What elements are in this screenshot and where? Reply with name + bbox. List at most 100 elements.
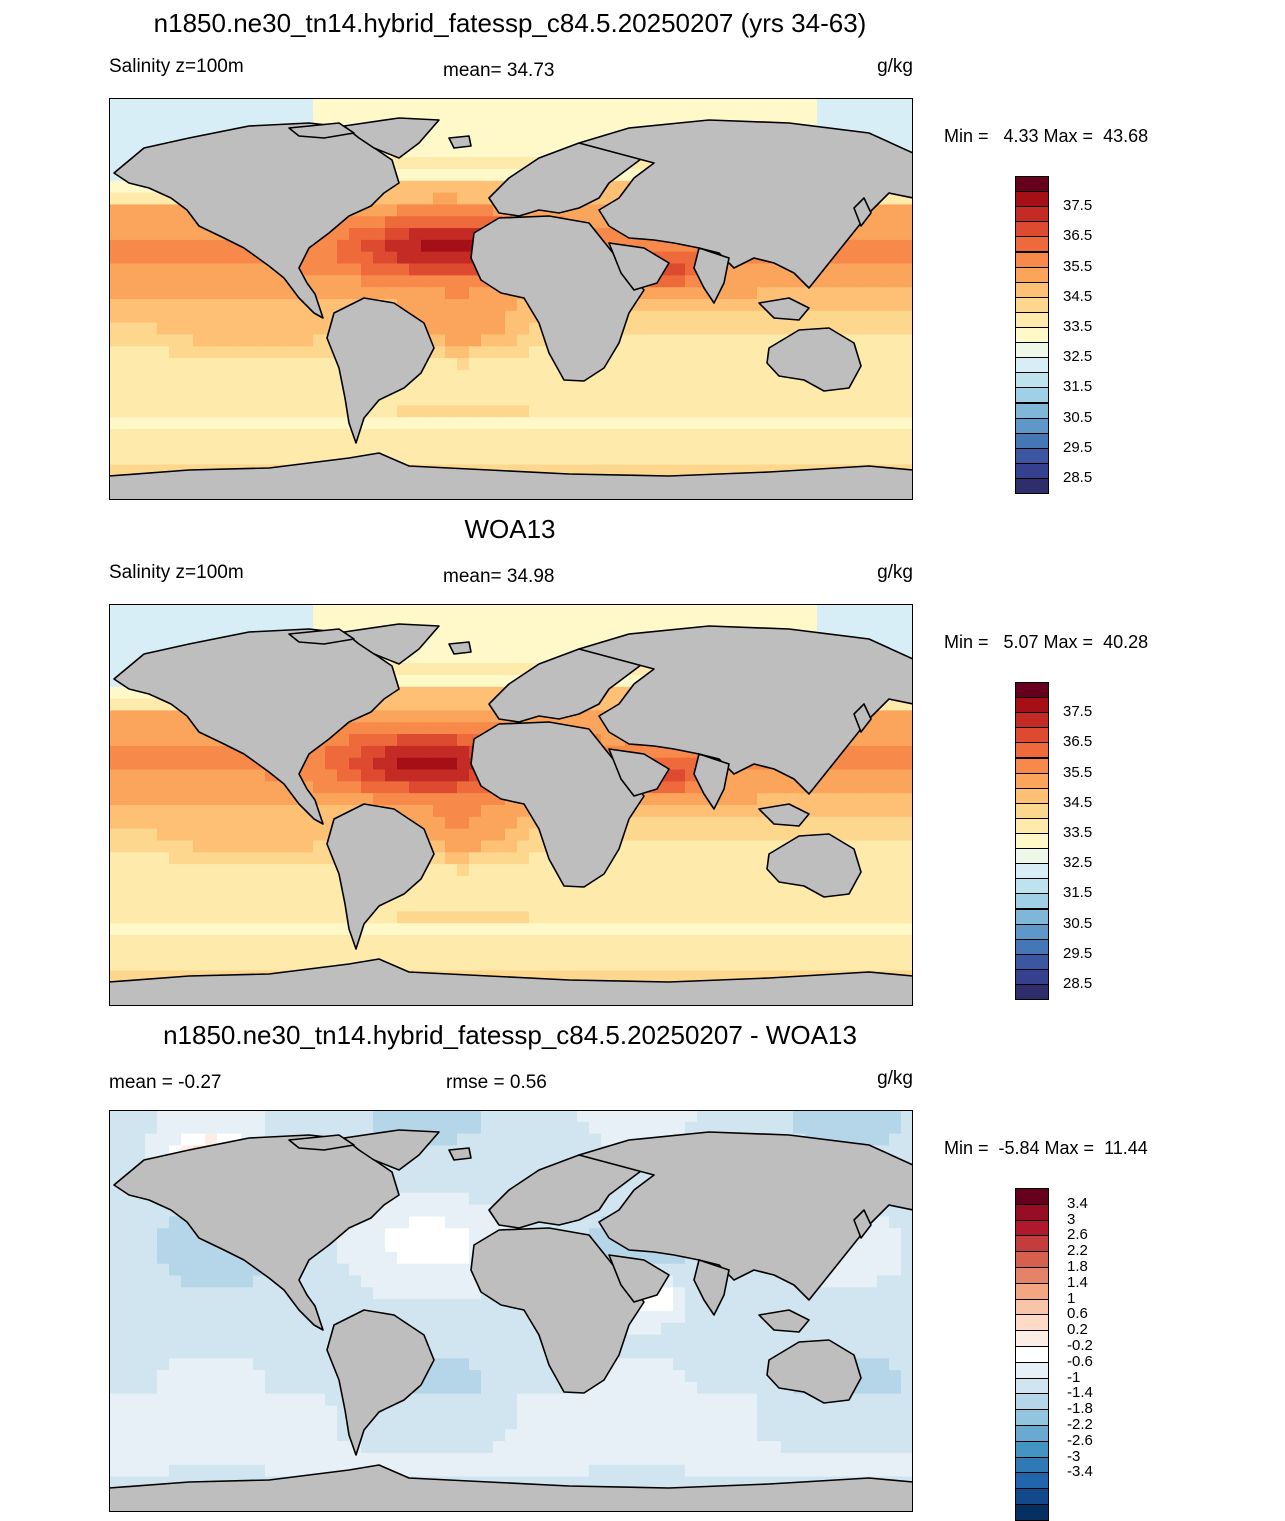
colorbar-swatch	[1015, 1188, 1049, 1205]
colorbar-label: 1	[1067, 1290, 1075, 1307]
colorbar-swatch	[1015, 924, 1049, 940]
land-greenland-small	[449, 136, 471, 148]
colorbar-label: 28.5	[1063, 975, 1092, 992]
colorbar-label: 3	[1067, 1211, 1075, 1228]
colorbar-label: 31.5	[1063, 378, 1092, 395]
colorbar-swatch	[1015, 833, 1049, 849]
colorbar-swatch	[1015, 863, 1049, 879]
colorbar-label: 34.5	[1063, 288, 1092, 305]
colorbar-label: 2.6	[1067, 1226, 1088, 1243]
colorbar-swatch	[1015, 773, 1049, 789]
land-greenland-small	[449, 642, 471, 654]
colorbar-swatch	[1015, 969, 1049, 985]
mean-label: mean = -0.27	[109, 1072, 222, 1094]
panel-title: n1850.ne30_tn14.hybrid_fatessp_c84.5.202…	[0, 8, 1020, 39]
colorbar-swatch	[1015, 712, 1049, 728]
colorbar-label: -0.2	[1067, 1337, 1093, 1354]
colorbar-label: 33.5	[1063, 824, 1092, 841]
colorbar-swatch	[1015, 1220, 1049, 1237]
colorbar-swatch	[1015, 191, 1049, 207]
colorbar-label: 30.5	[1063, 409, 1092, 426]
colorbar-swatch	[1015, 1488, 1049, 1505]
colorbar-swatch	[1015, 1330, 1049, 1347]
min-max-label: Min = 4.33 Max = 43.68	[944, 126, 1148, 147]
colorbar-label: 36.5	[1063, 733, 1092, 750]
colorbar-swatch	[1015, 1472, 1049, 1489]
colorbar-label: 2.2	[1067, 1242, 1088, 1259]
colorbar-label: 30.5	[1063, 915, 1092, 932]
colorbar-swatch	[1015, 1346, 1049, 1363]
colorbar-swatch	[1015, 758, 1049, 774]
colorbar-swatch	[1015, 342, 1049, 358]
colorbar-label: -3	[1067, 1448, 1080, 1465]
colorbar-swatch	[1015, 1251, 1049, 1268]
colorbar-swatch	[1015, 742, 1049, 758]
colorbar-swatch	[1015, 1204, 1049, 1221]
colorbar-swatch	[1015, 818, 1049, 834]
colorbar-label: 0.6	[1067, 1305, 1088, 1322]
units-label: g/kg	[858, 1068, 913, 1090]
mean-label: mean= 34.73	[443, 60, 554, 82]
colorbar-swatch	[1015, 1314, 1049, 1331]
colorbar-label: 32.5	[1063, 854, 1092, 871]
salinity-map	[109, 98, 913, 500]
colorbar-swatch	[1015, 282, 1049, 298]
colorbar-label: -1.8	[1067, 1400, 1093, 1417]
mean-label: mean= 34.98	[443, 566, 554, 588]
panel-title: n1850.ne30_tn14.hybrid_fatessp_c84.5.202…	[0, 1020, 1020, 1051]
min-max-label: Min = 5.07 Max = 40.28	[944, 632, 1148, 653]
colorbar-label: 33.5	[1063, 318, 1092, 335]
colorbar-swatch	[1015, 727, 1049, 743]
colorbar-label: -1.4	[1067, 1384, 1093, 1401]
colorbar-swatch	[1015, 893, 1049, 909]
colorbar-swatch	[1015, 1378, 1049, 1395]
colorbar-label: 29.5	[1063, 439, 1092, 456]
panel-difference: n1850.ne30_tn14.hybrid_fatessp_c84.5.202…	[0, 1012, 1285, 1518]
colorbar-swatch	[1015, 954, 1049, 970]
colorbar-swatch	[1015, 682, 1049, 698]
colorbar-swatch	[1015, 403, 1049, 419]
colorbar-swatch	[1015, 221, 1049, 237]
colorbar-swatch	[1015, 1362, 1049, 1379]
colorbar-swatch	[1015, 939, 1049, 955]
colorbar-swatch	[1015, 1441, 1049, 1458]
colorbar-label: 1.4	[1067, 1274, 1088, 1291]
colorbar-swatch	[1015, 878, 1049, 894]
colorbar-label: 0.2	[1067, 1321, 1088, 1338]
colorbar-swatch	[1015, 357, 1049, 373]
rmse-label: rmse = 0.56	[446, 1072, 547, 1094]
colorbar-swatch	[1015, 236, 1049, 252]
colorbar-label: 29.5	[1063, 945, 1092, 962]
units-label: g/kg	[858, 56, 913, 78]
colorbar-label: -0.6	[1067, 1353, 1093, 1370]
colorbar-swatch	[1015, 909, 1049, 925]
colorbar-swatch	[1015, 1267, 1049, 1284]
panel-model: n1850.ne30_tn14.hybrid_fatessp_c84.5.202…	[0, 0, 1285, 506]
colorbar-swatch	[1015, 1504, 1049, 1521]
colorbar-swatch	[1015, 372, 1049, 388]
salinity-map	[109, 604, 913, 1006]
colorbar-swatch	[1015, 1299, 1049, 1316]
colorbar-label: -3.4	[1067, 1463, 1093, 1480]
colorbar-label: 34.5	[1063, 794, 1092, 811]
colorbar-swatch	[1015, 478, 1049, 494]
colorbar-label: 1.8	[1067, 1258, 1088, 1275]
colorbar-swatch	[1015, 387, 1049, 403]
colorbar-swatch	[1015, 803, 1049, 819]
salinity-difference-map	[109, 1110, 913, 1512]
variable-label: Salinity z=100m	[109, 56, 244, 78]
colorbar-swatch	[1015, 1409, 1049, 1426]
units-label: g/kg	[858, 562, 913, 584]
colorbar-swatch	[1015, 176, 1049, 192]
colorbar-label: -2.2	[1067, 1416, 1093, 1433]
colorbar-swatch	[1015, 312, 1049, 328]
colorbar-swatch	[1015, 448, 1049, 464]
colorbar-swatch	[1015, 1457, 1049, 1474]
colorbar-swatch	[1015, 297, 1049, 313]
panel-title: WOA13	[0, 514, 1020, 545]
colorbar-swatch	[1015, 697, 1049, 713]
variable-label: Salinity z=100m	[109, 562, 244, 584]
colorbar-label: 37.5	[1063, 197, 1092, 214]
colorbar-label: -2.6	[1067, 1432, 1093, 1449]
colorbar-swatch	[1015, 1425, 1049, 1442]
